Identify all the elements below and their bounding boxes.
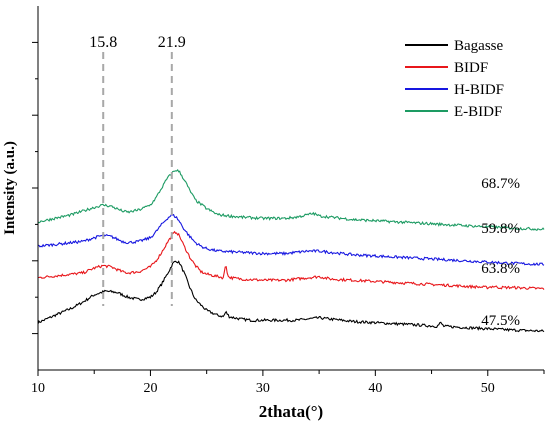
crystallinity-label-2: 59.8% (481, 221, 520, 237)
axes: 10 20 30 40 50 (31, 6, 545, 396)
crystallinity-label-0: 47.5% (481, 313, 520, 329)
series-line-3 (37, 168, 545, 231)
x-tick-label-2: 30 (256, 381, 270, 396)
legend: Bagasse BIDF H-BIDF E-BIDF (405, 38, 504, 120)
peak-marker-label-1: 21.9 (158, 34, 186, 51)
legend-label-2: H-BIDF (454, 82, 504, 98)
crystallinity-label-1: 63.8% (481, 261, 520, 277)
crystallinity-label-3: 68.7% (481, 176, 520, 192)
crystallinity-labels: 47.5% 63.8% 59.8% 68.7% (481, 176, 520, 329)
legend-label-1: BIDF (454, 60, 488, 76)
peak-marker-label-0: 15.8 (89, 34, 117, 51)
x-axis-label: 2thata(°) (259, 402, 323, 421)
legend-label-3: E-BIDF (454, 104, 502, 120)
series-lines (37, 168, 545, 333)
y-axis-label: Intensity (a.u.) (2, 141, 18, 235)
x-tick-label-1: 20 (143, 381, 157, 396)
series-line-1 (38, 230, 545, 290)
x-tick-label-3: 40 (368, 381, 382, 396)
peak-markers: 15.8 21.9 (89, 34, 186, 306)
legend-label-0: Bagasse (454, 38, 503, 54)
series-line-2 (37, 213, 545, 266)
x-tick-label-0: 10 (31, 381, 45, 396)
x-tick-label-4: 50 (481, 381, 495, 396)
series-line-0 (37, 260, 545, 333)
